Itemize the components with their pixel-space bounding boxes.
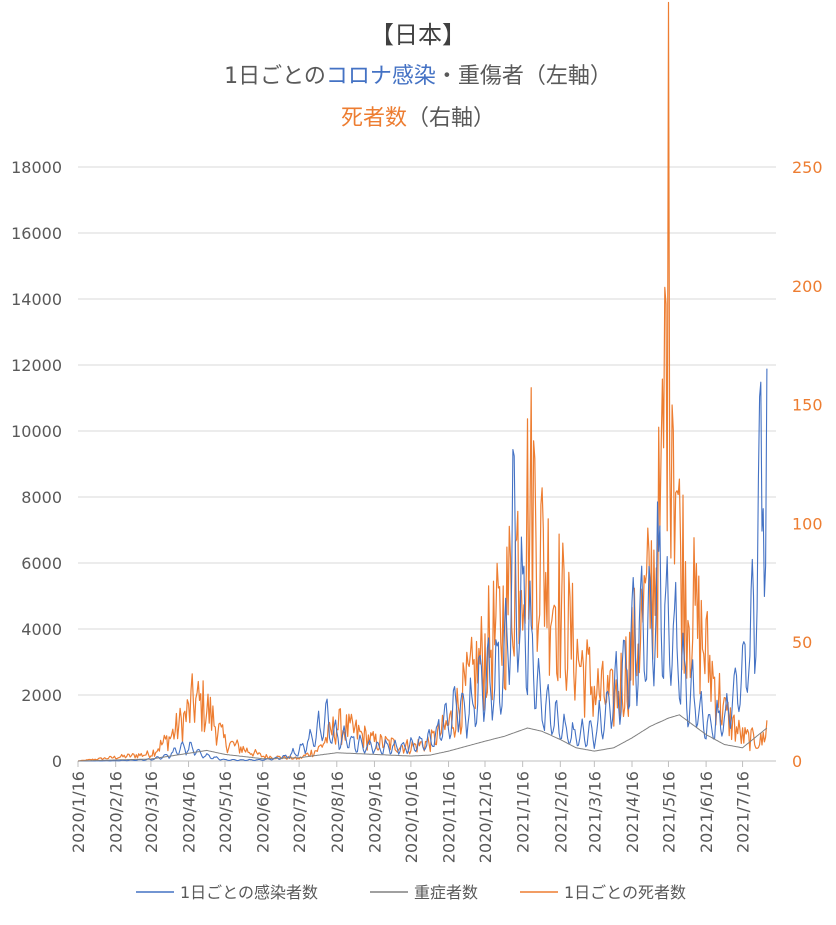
- x-tick-label: 2020/9/16: [365, 771, 384, 853]
- x-tick-label: 2020/5/16: [216, 771, 235, 853]
- x-tick-label: 2020/3/16: [142, 771, 161, 853]
- left-tick-label: 2000: [21, 686, 62, 705]
- x-tick-label: 2021/3/16: [585, 771, 604, 853]
- legend-label-severe: 重症者数: [414, 883, 478, 902]
- right-tick-label: 250: [792, 158, 823, 177]
- left-tick-label: 16000: [11, 224, 62, 243]
- x-tick-label: 2021/6/16: [697, 771, 716, 853]
- x-tick-label: 2021/1/16: [514, 771, 533, 853]
- series-lines: [77, 1, 768, 762]
- left-tick-label: 4000: [21, 620, 62, 639]
- title-line3-part-a: 死者数: [340, 106, 407, 131]
- x-tick-label: 2020/8/16: [328, 771, 347, 853]
- series-line-severe: [78, 714, 768, 762]
- title-line1: 【日本】: [370, 21, 466, 49]
- right-tick-label: 200: [792, 277, 823, 296]
- right-axis-labels: 0 50 100 150 200 250: [792, 158, 823, 771]
- x-tick-label: 2021/4/16: [623, 771, 642, 853]
- series-line-infected: [78, 368, 768, 762]
- legend-label-infected: 1日ごとの感染者数: [180, 883, 318, 902]
- x-tick-label: 2020/11/16: [440, 771, 459, 863]
- legend: 1日ごとの感染者数 重症者数 1日ごとの死者数: [136, 883, 686, 902]
- x-tick-label: 2020/7/16: [290, 771, 309, 853]
- left-tick-label: 6000: [21, 554, 62, 573]
- title-line2-part-b: コロナ感染: [325, 64, 436, 89]
- x-tick-label: 2020/4/16: [180, 771, 199, 853]
- right-tick-label: 0: [792, 752, 802, 771]
- left-tick-label: 10000: [11, 422, 62, 441]
- chart-title: 【日本】 1日ごとのコロナ感染・重傷者（左軸） 死者数（右軸）: [0, 14, 836, 140]
- x-tick-label: 2021/5/16: [659, 771, 678, 853]
- left-tick-label: 14000: [11, 290, 62, 309]
- left-tick-label: 0: [52, 752, 62, 771]
- right-tick-label: 50: [792, 633, 812, 652]
- x-tick-label: 2020/6/16: [254, 771, 273, 853]
- legend-label-deaths: 1日ごとの死者数: [564, 883, 686, 902]
- x-tick-label: 2020/10/16: [402, 771, 421, 863]
- title-line2-part-c: ・重傷者（左軸）: [435, 64, 612, 89]
- title-line3: 死者数（右軸）: [0, 98, 836, 140]
- x-tick-label: 2020/2/16: [107, 771, 126, 853]
- left-axis-labels: 0 2000 4000 6000 8000 10000 12000 14000 16000 180…: [11, 158, 62, 771]
- x-tick-label: 2020/1/16: [69, 771, 88, 853]
- title-line3-part-b: （右軸）: [407, 106, 496, 131]
- x-axis: 2020/1/16 2020/2/16 2020/3/16 2020/4/16 2020…: [69, 761, 753, 863]
- right-tick-label: 150: [792, 396, 823, 415]
- x-tick-label: 2021/2/16: [551, 771, 570, 853]
- title-line2-part-a: 1日ごとの: [224, 64, 326, 89]
- right-tick-label: 100: [792, 514, 823, 533]
- left-tick-label: 8000: [21, 488, 62, 507]
- title-line2: 1日ごとのコロナ感染・重傷者（左軸）: [0, 56, 836, 98]
- left-tick-label: 12000: [11, 356, 62, 375]
- left-tick-label: 18000: [11, 158, 62, 177]
- x-tick-label: 2020/12/16: [476, 771, 495, 863]
- x-tick-label: 2021/7/16: [734, 771, 753, 853]
